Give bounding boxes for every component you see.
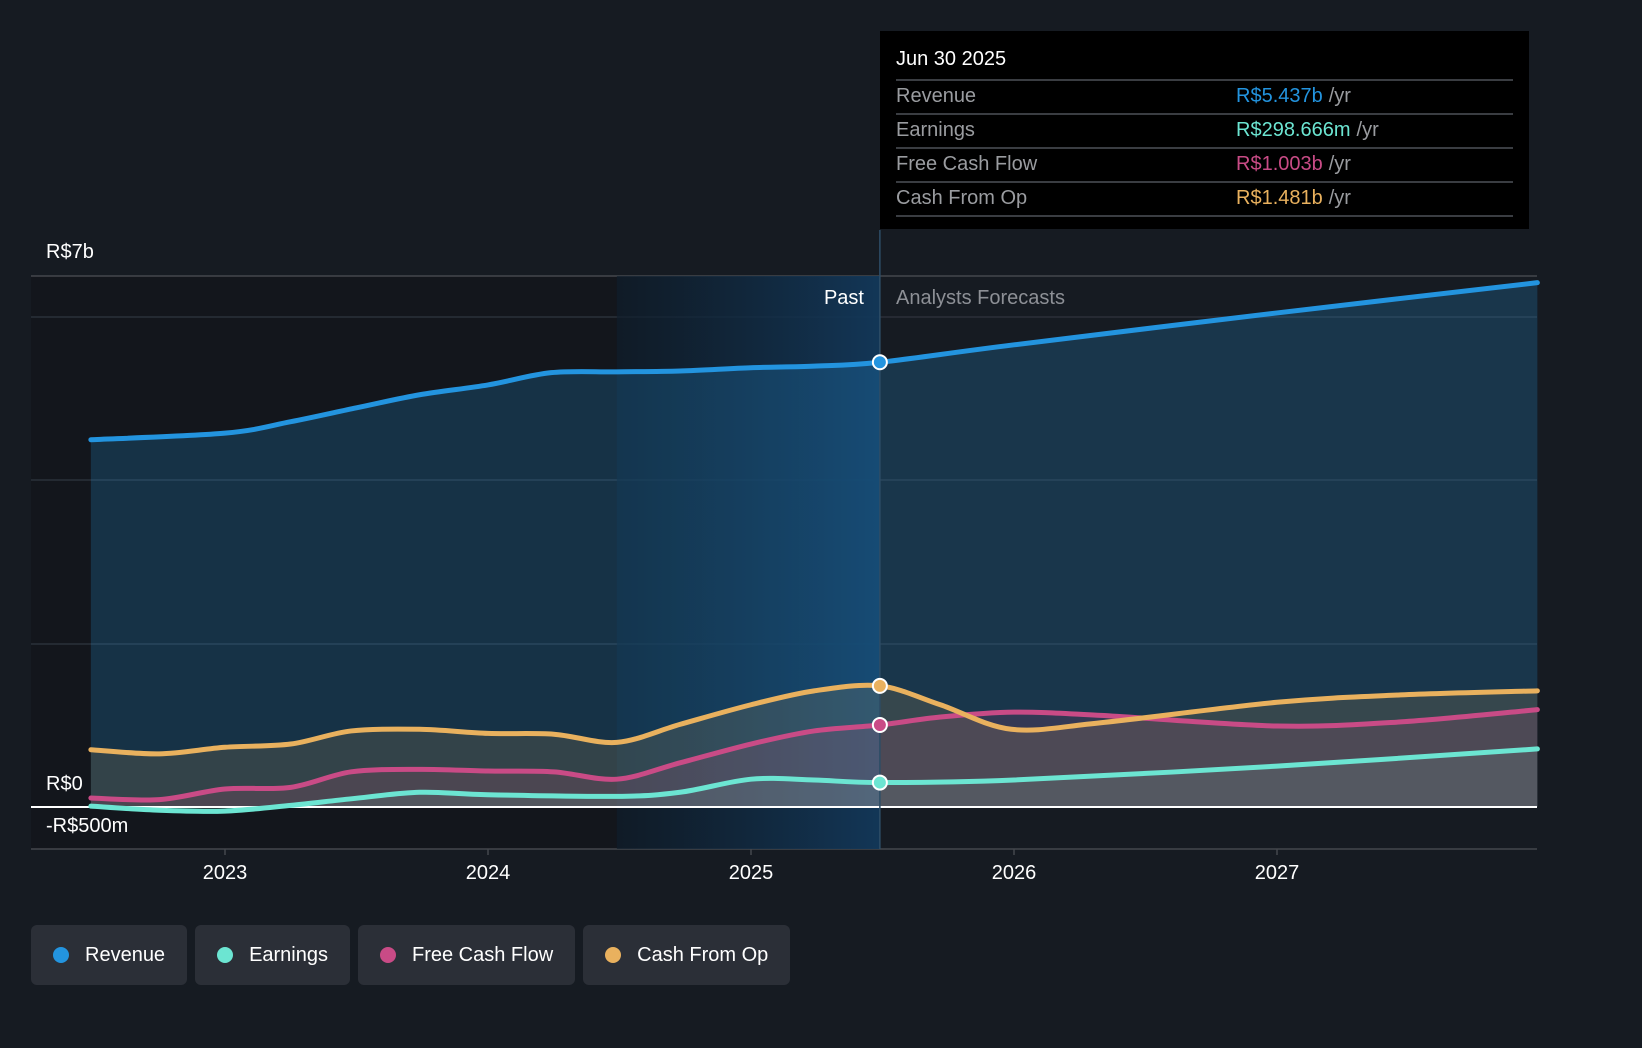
series-lines <box>88 280 1540 814</box>
tooltip: Jun 30 2025 Revenue R$5.437b /yr Earning… <box>880 31 1529 229</box>
tooltip-unit: /yr <box>1328 153 1351 175</box>
tooltip-row-cash-from-op: Cash From Op R$1.481b /yr <box>896 183 1513 217</box>
legend-label: Earnings <box>249 943 328 966</box>
legend-label: Free Cash Flow <box>412 943 554 966</box>
free-cash-flow-area <box>90 709 1538 807</box>
tooltip-row-earnings: Earnings R$298.666m /yr <box>896 115 1513 149</box>
x-tick-label: 2023 <box>202 862 248 884</box>
earnings-marker[interactable] <box>871 774 888 791</box>
tooltip-label: Cash From Op <box>896 187 1028 209</box>
tooltip-unit: /yr <box>1328 85 1351 107</box>
x-tick-label: 2027 <box>1254 862 1300 884</box>
legend-label: Cash From Op <box>637 943 769 966</box>
legend-item-earnings[interactable]: Earnings <box>195 925 350 985</box>
legend-label: Revenue <box>85 943 166 966</box>
tooltip-unit: /yr <box>1328 187 1351 209</box>
cash-from-op-dot-icon <box>605 947 622 963</box>
y-axis-zero-label: R$0 <box>46 773 83 795</box>
tooltip-value: R$298.666m <box>1236 119 1351 141</box>
earnings-dot-icon <box>217 947 234 963</box>
forecast-region-label: Analysts Forecasts <box>896 287 1065 309</box>
legend-item-revenue[interactable]: Revenue <box>31 925 188 985</box>
cash-from-op-marker[interactable] <box>871 677 888 694</box>
tooltip-value: R$1.481b <box>1236 187 1323 209</box>
tooltip-unit: /yr <box>1356 119 1379 141</box>
revenue-dot-icon <box>53 947 69 963</box>
x-tick-label: 2025 <box>728 862 774 884</box>
legend-item-free-cash-flow[interactable]: Free Cash Flow <box>358 925 576 985</box>
revenue-marker[interactable] <box>871 354 888 371</box>
tooltip-label: Free Cash Flow <box>896 153 1038 175</box>
series-markers <box>871 354 888 791</box>
x-tick-label: 2026 <box>991 862 1037 884</box>
revenue-area <box>90 282 1538 807</box>
tooltip-row-revenue: Revenue R$5.437b /yr <box>896 81 1513 115</box>
past-region-label: Past <box>823 287 864 309</box>
cash-from-op-line <box>88 682 1540 757</box>
free-cash-flow-line <box>88 707 1540 803</box>
revenue-line <box>88 280 1540 443</box>
tooltip-date: Jun 30 2025 <box>896 45 1513 81</box>
tooltip-value: R$5.437b <box>1236 85 1323 107</box>
tooltip-value: R$1.003b <box>1236 153 1323 175</box>
legend-item-cash-from-op[interactable]: Cash From Op <box>583 925 791 985</box>
free-cash-flow-dot-icon <box>380 947 396 963</box>
y-axis-min-label: -R$500m <box>46 815 129 837</box>
y-axis-max-label: R$7b <box>46 241 94 263</box>
tooltip-label: Earnings <box>896 119 975 141</box>
earnings-line <box>88 746 1540 814</box>
tooltip-label: Revenue <box>896 85 977 107</box>
free-cash-flow-marker[interactable] <box>871 716 888 733</box>
legend: Revenue Earnings Free Cash Flow Cash Fro… <box>31 925 791 985</box>
x-tick-label: 2024 <box>465 862 511 884</box>
tooltip-row-free-cash-flow: Free Cash Flow R$1.003b /yr <box>896 149 1513 183</box>
